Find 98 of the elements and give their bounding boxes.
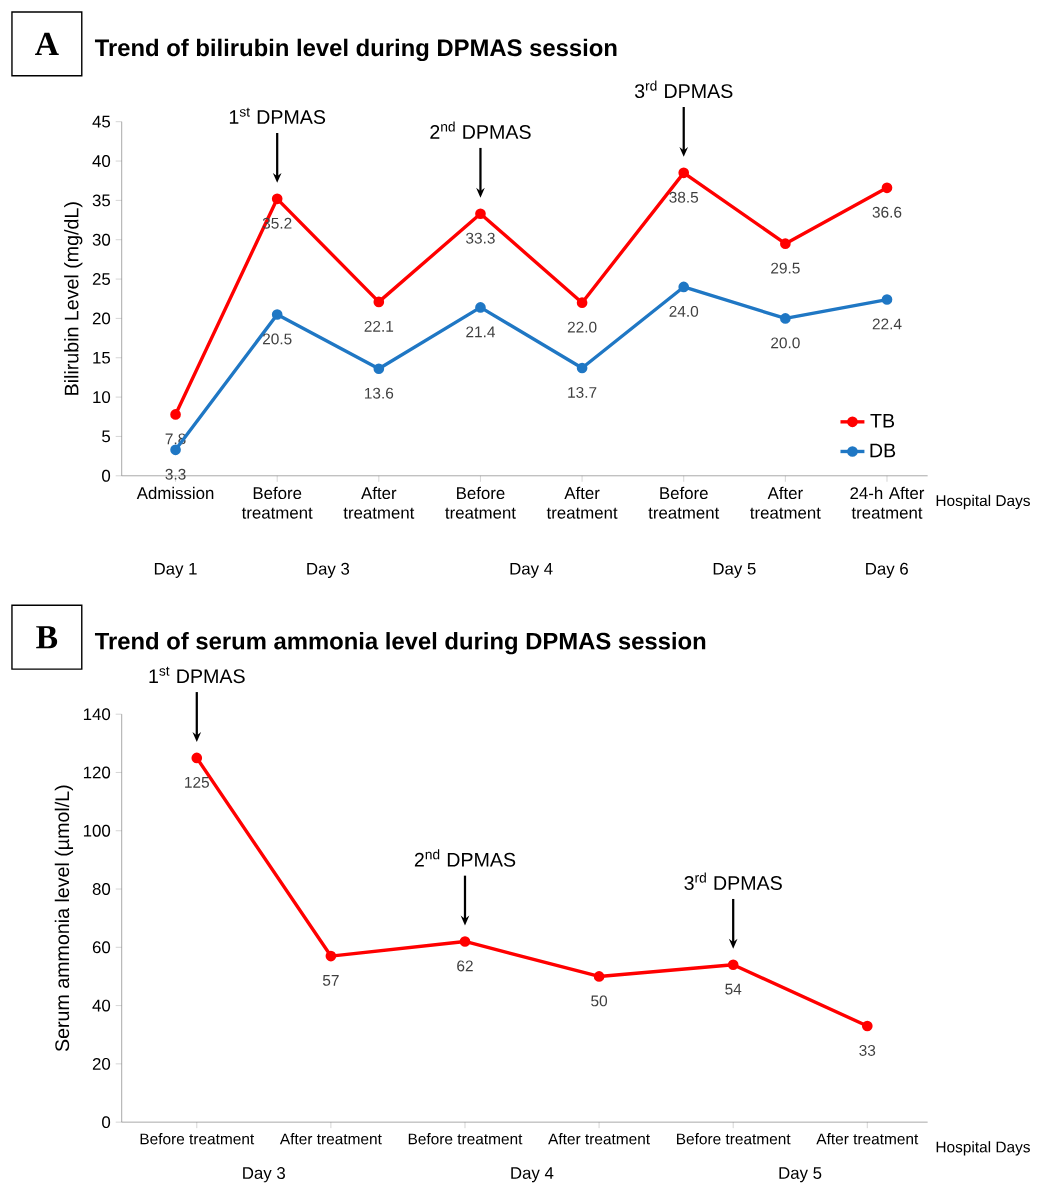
data-label: 24.0 xyxy=(669,305,699,317)
text: Day 5 xyxy=(713,562,756,578)
point xyxy=(593,971,605,982)
data-label: 125 xyxy=(185,776,209,788)
point xyxy=(576,362,588,374)
y-tick-label: 20 xyxy=(92,1057,111,1070)
y-tick-label: 120 xyxy=(83,766,111,779)
x-tick-label: After treatment xyxy=(816,1133,919,1145)
data-label: 22.0 xyxy=(567,321,597,333)
x-tick-label: Before treatment xyxy=(677,1133,791,1145)
point xyxy=(881,294,893,305)
text: A xyxy=(35,32,59,55)
annotation: 2$^{nd}$ DPMAS xyxy=(430,121,531,139)
text: Day 1 xyxy=(154,562,197,578)
data-label: 20.5 xyxy=(262,333,292,345)
y-tick-label: 0 xyxy=(102,1116,111,1129)
data-label: 38.5 xyxy=(669,191,699,203)
y-tick-label: 20 xyxy=(92,312,111,325)
point xyxy=(373,363,385,375)
data-label: 13.7 xyxy=(568,386,597,398)
data-label: 33.3 xyxy=(466,232,495,244)
chart-title: Trend of bilirubin level during DPMAS session xyxy=(94,38,617,62)
point xyxy=(373,296,385,308)
point xyxy=(678,281,690,293)
x-tick-label: After treatment xyxy=(750,486,821,519)
y-tick-label: 35 xyxy=(92,194,111,207)
y-tick-label: 40 xyxy=(92,155,111,167)
data-label: 20.0 xyxy=(771,337,800,349)
x-axis-title: Hospital Days xyxy=(936,1141,1030,1156)
x-tick-label: After treatment xyxy=(279,1133,382,1145)
data-label: 57 xyxy=(322,975,339,986)
data-label: 22.1 xyxy=(364,320,394,332)
y-tick-label: 30 xyxy=(92,233,111,246)
point xyxy=(170,444,181,456)
y-tick-label: 5 xyxy=(102,430,111,443)
annotation: 3$^{rd}$ DPMAS xyxy=(684,872,782,891)
y-tick-label: 10 xyxy=(93,391,111,404)
text: Day 6 xyxy=(866,562,908,579)
data-label: 33 xyxy=(859,1044,876,1056)
text: Day 4 xyxy=(510,562,553,578)
text: Day 4 xyxy=(511,1167,554,1183)
point xyxy=(191,752,203,764)
data-label: 13.6 xyxy=(364,387,394,399)
data-label: 62 xyxy=(457,960,473,972)
x-tick-label: Before treatment xyxy=(408,1133,523,1145)
x-tick-label: Admission xyxy=(136,486,214,500)
x-tick-label: After treatment xyxy=(343,486,415,519)
point xyxy=(475,208,486,220)
legend-label: DB xyxy=(870,443,896,458)
text: 3$^{rd}$ DPMAS xyxy=(634,80,733,99)
point xyxy=(475,302,486,313)
point xyxy=(271,193,283,205)
y-tick-label: 25 xyxy=(92,273,111,286)
y-tick-label: 45 xyxy=(92,115,111,128)
y-tick-label: 100 xyxy=(83,824,111,837)
data-label: 21.4 xyxy=(466,326,495,338)
x-tick-label: Before treatment xyxy=(445,486,516,519)
y-tick-label: 140 xyxy=(83,708,111,721)
y-axis-title: Serum ammonia level (µmol/L) xyxy=(54,785,74,1052)
data-label: 54 xyxy=(725,983,742,995)
annotation: 2$^{nd}$ DPMAS xyxy=(414,849,516,867)
point xyxy=(861,1020,873,1032)
text: 1$^{st}$ DPMAS xyxy=(149,666,245,684)
point xyxy=(727,959,739,971)
data-label: 22.4 xyxy=(872,318,902,330)
text: Day 3 xyxy=(307,562,350,579)
x-tick-label: Before treatment xyxy=(140,1133,255,1145)
x-axis-title: Hospital Days xyxy=(936,494,1030,510)
annotation: 1$^{st}$ DPMAS xyxy=(229,107,326,125)
point xyxy=(325,950,337,962)
y-tick-label: 0 xyxy=(102,469,111,482)
y-tick-label: 80 xyxy=(92,883,111,895)
point xyxy=(881,182,893,194)
point xyxy=(170,409,181,420)
point xyxy=(271,309,283,320)
x-tick-label: After treatment xyxy=(546,486,618,519)
data-label: 29.5 xyxy=(771,262,800,274)
data-label: 50 xyxy=(591,995,608,1007)
text: Day 5 xyxy=(779,1167,822,1183)
point xyxy=(576,297,588,309)
legend-label: TB xyxy=(870,414,895,428)
y-tick-label: 15 xyxy=(93,351,111,364)
x-tick-label: After treatment xyxy=(548,1133,650,1145)
x-tick-label: 24-h After treatment xyxy=(850,486,925,519)
text: Day 3 xyxy=(243,1167,285,1183)
y-axis-title: Bilirubin Level (mg/dL) xyxy=(64,202,83,395)
point xyxy=(459,936,471,947)
data-label: 3.3 xyxy=(165,468,186,480)
point xyxy=(780,313,791,324)
point xyxy=(678,167,690,179)
x-tick-label: Before treatment xyxy=(241,486,313,519)
data-label: 36.6 xyxy=(872,206,902,218)
y-tick-label: 60 xyxy=(92,941,111,954)
text: B xyxy=(36,626,58,649)
x-tick-label: Before treatment xyxy=(648,486,720,519)
point xyxy=(780,238,791,249)
y-tick-label: 40 xyxy=(92,999,111,1012)
chart-title: Trend of serum ammonia level during DPMAS session xyxy=(94,632,706,655)
